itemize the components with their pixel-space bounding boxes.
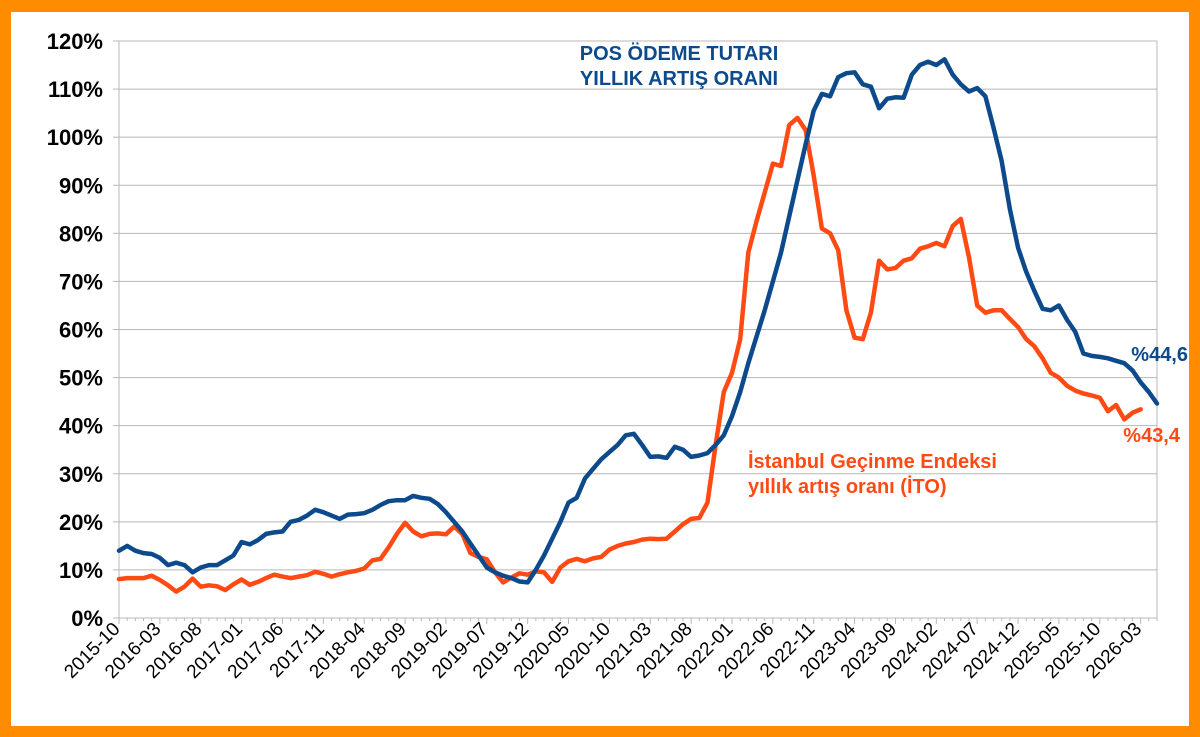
y-tick-label: 80% — [59, 221, 103, 246]
pos-series-title-line2: YILLIK ARTIŞ ORANI — [580, 68, 778, 90]
y-tick-label: 30% — [59, 462, 103, 487]
ito-series-title-line1: İstanbul Geçinme Endeksi — [748, 450, 997, 473]
series-lines — [116, 57, 1160, 594]
pos-series-line — [116, 57, 1160, 585]
ito-series-line — [116, 115, 1143, 594]
x-axis-ticks: 2015-102016-032016-082017-012017-062017-… — [60, 618, 1146, 682]
y-tick-label: 60% — [59, 318, 103, 343]
pos-end-value-label: %44,6 — [1131, 344, 1188, 366]
y-tick-label: 110% — [48, 77, 103, 102]
pos-series-title-line1: POS ÖDEME TUTARI — [580, 42, 779, 65]
y-tick-label: 20% — [59, 510, 103, 535]
y-tick-label: 0% — [71, 606, 103, 631]
chart-frame: 0% 10% 20% 30% 40% 50% 60% 70% 80% 90% 100% 110% 120… — [11, 12, 1189, 726]
y-tick-label: 70% — [59, 269, 103, 294]
y-tick-label: 90% — [59, 173, 103, 198]
y-tick-label: 100% — [47, 125, 103, 150]
y-tick-label: 40% — [59, 414, 103, 439]
y-axis-ticks: 0% 10% 20% 30% 40% 50% 60% 70% 80% 90% 100% 110% 120… — [47, 29, 103, 631]
y-tick-label: 120% — [47, 29, 103, 54]
y-tick-label: 50% — [59, 366, 103, 391]
line-chart: 0% 10% 20% 30% 40% 50% 60% 70% 80% 90% 100% 110% 120… — [47, 29, 1188, 683]
grid — [113, 40, 1158, 624]
y-tick-label: 10% — [59, 558, 103, 583]
ito-series-title-line2: yıllık artış oranı (İTO) — [748, 475, 947, 498]
ito-end-value-label: %43,4 — [1123, 425, 1181, 447]
